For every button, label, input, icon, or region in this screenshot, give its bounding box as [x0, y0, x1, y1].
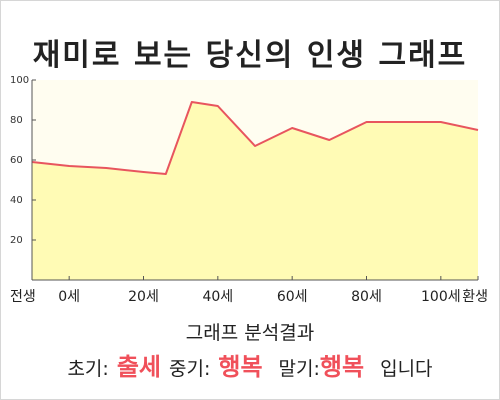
chart-marks — [31, 101, 479, 280]
page-title: 재미로 보는 당신의 인생 그래프 — [32, 38, 468, 73]
early-value: 출세 — [116, 353, 161, 381]
x-tick-label: 40세 — [202, 289, 233, 305]
x-tick-label: 80세 — [351, 289, 382, 305]
x-tick-label: 0세 — [58, 289, 80, 305]
late-label: 말기: — [278, 358, 320, 380]
result-suffix: 입니다 — [380, 358, 433, 380]
analysis-result: 초기: 출세 중기: 행복 말기:행복 입니다 — [0, 347, 500, 382]
x-tick-label: 100세 — [421, 289, 461, 305]
late-value: 행복 — [319, 353, 365, 381]
chart-axes: 20 40 60 80 100 전생 0세 20세 40세 60세 80세 100세 환생 — [10, 75, 488, 305]
series-0-area — [32, 102, 478, 280]
analysis-heading: 그래프 분석결과 — [185, 322, 315, 344]
y-tick-label: 100 — [10, 75, 29, 86]
y-tick-label: 80 — [10, 115, 23, 126]
early-label: 초기: — [67, 358, 109, 380]
x-tick-label: 60세 — [277, 289, 308, 305]
y-tick-label: 40 — [10, 195, 23, 206]
x-tick-label: 전생 — [10, 289, 36, 305]
x-tick-label: 20세 — [128, 289, 159, 305]
middle-label: 중기: — [169, 358, 211, 380]
series-0-line — [31, 101, 479, 175]
y-tick-label: 60 — [10, 155, 23, 166]
y-tick-label: 20 — [10, 235, 23, 246]
x-tick-label: 환생 — [462, 289, 488, 305]
middle-value: 행복 — [218, 353, 263, 381]
